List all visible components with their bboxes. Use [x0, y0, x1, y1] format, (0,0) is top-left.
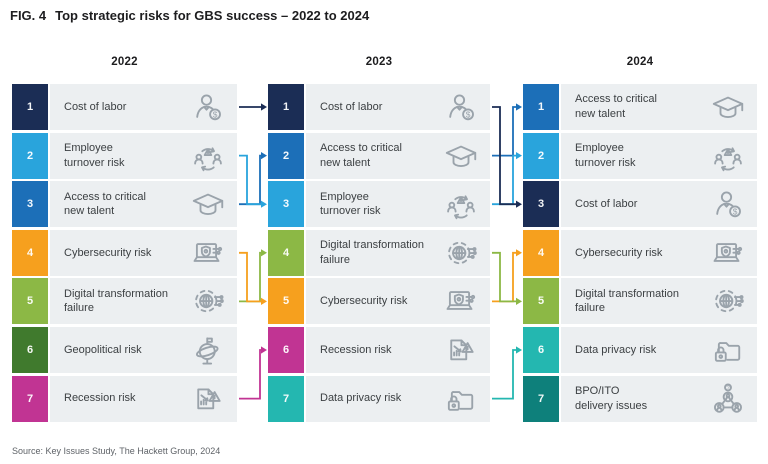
cost-of-labor-icon — [710, 186, 746, 222]
rank-badge: 5 — [268, 278, 304, 325]
risk-label: Access to critical new talent — [64, 190, 146, 218]
figure-title-text: Top strategic risks for GBS success – 20… — [55, 8, 370, 23]
digital-transformation-icon — [443, 235, 479, 271]
rank-badge: 6 — [12, 326, 48, 373]
rank-badge: 5 — [523, 278, 559, 325]
risk-label: Employee turnover risk — [575, 142, 636, 169]
rank-badge: 5 — [12, 278, 48, 325]
figure-label: FIG. 4 — [10, 8, 47, 23]
risk-row: 2 Access to critical new talent — [268, 132, 490, 179]
rank-badge: 4 — [268, 229, 304, 276]
risk-row: 7 Data privacy risk — [268, 375, 490, 422]
recession-chart-icon — [443, 332, 479, 368]
risk-label: Data privacy risk — [320, 392, 402, 405]
risk-row: 2 Employee turnover risk — [12, 132, 237, 179]
risk-rank-grid: 2022 1 Cost of labor 2 Employee turnover… — [12, 55, 757, 424]
risk-row: 3 Access to critical new talent — [12, 181, 237, 228]
risk-row: 7 BPO/ITO delivery issues — [523, 375, 757, 422]
risk-label: BPO/ITO delivery issues — [575, 385, 648, 412]
data-privacy-lock-icon — [710, 332, 746, 368]
rank-badge: 6 — [523, 326, 559, 373]
risk-label: Employee turnover risk — [64, 142, 125, 169]
rank-badge: 2 — [12, 132, 48, 179]
column-2024: 2024 1 Access to critical new talent 2 E… — [523, 55, 757, 424]
cost-of-labor-icon — [190, 89, 226, 125]
employee-turnover-icon — [443, 186, 479, 222]
risk-row: 5 Digital transformation failure — [523, 278, 757, 325]
risk-label: Cost of labor — [575, 197, 638, 210]
graduation-cap-icon — [190, 186, 226, 222]
risk-label: Employee turnover risk — [320, 190, 381, 218]
risk-label: Cybersecurity risk — [320, 295, 408, 308]
cybersecurity-icon — [710, 235, 746, 271]
geopolitical-globe-icon — [190, 332, 226, 368]
risk-label: Data privacy risk — [575, 343, 657, 356]
rank-badge: 2 — [523, 132, 559, 179]
risk-row: 6 Geopolitical risk — [12, 326, 237, 373]
risk-label: Digital transformation failure — [64, 287, 168, 315]
rank-badge: 3 — [12, 181, 48, 228]
risk-row: 1 Cost of labor — [268, 84, 490, 130]
rank-badge: 3 — [523, 181, 559, 228]
employee-turnover-icon — [710, 138, 746, 174]
risk-row: 1 Cost of labor — [12, 84, 237, 130]
digital-transformation-icon — [190, 283, 226, 319]
graduation-cap-icon — [443, 138, 479, 174]
figure-title: FIG. 4 Top strategic risks for GBS succes… — [10, 8, 369, 23]
rank-badge: 7 — [12, 375, 48, 422]
rank-badge: 4 — [12, 229, 48, 276]
risk-row: 7 Recession risk — [12, 375, 237, 422]
risk-row: 3 Employee turnover risk — [268, 181, 490, 228]
risk-row: 5 Digital transformation failure — [12, 278, 237, 325]
rank-badge: 1 — [523, 84, 559, 130]
risk-row: 1 Access to critical new talent — [523, 84, 757, 130]
risk-label: Cost of labor — [64, 100, 127, 113]
risk-row: 5 Cybersecurity risk — [268, 278, 490, 325]
risk-row: 6 Recession risk — [268, 326, 490, 373]
risk-row: 6 Data privacy risk — [523, 326, 757, 373]
data-privacy-lock-icon — [443, 381, 479, 417]
rank-badge: 7 — [268, 375, 304, 422]
column-2022: 2022 1 Cost of labor 2 Employee turnover… — [12, 55, 237, 424]
risk-label: Cybersecurity risk — [575, 246, 663, 259]
risk-row: 2 Employee turnover risk — [523, 132, 757, 179]
source-note: Source: Key Issues Study, The Hackett Gr… — [12, 446, 221, 456]
risk-label: Digital transformation failure — [575, 287, 679, 315]
bpo-network-icon — [710, 381, 746, 417]
cost-of-labor-icon — [443, 89, 479, 125]
employee-turnover-icon — [190, 138, 226, 174]
cybersecurity-icon — [443, 283, 479, 319]
risk-row: 4 Cybersecurity risk — [12, 229, 237, 276]
year-header-2024: 2024 — [626, 56, 654, 68]
risk-label: Cybersecurity risk — [64, 246, 152, 259]
rank-badge: 7 — [523, 375, 559, 422]
risk-row: 3 Cost of labor — [523, 181, 757, 228]
risk-label: Cost of labor — [320, 100, 383, 113]
digital-transformation-icon — [710, 283, 746, 319]
risk-row: 4 Digital transformation failure — [268, 229, 490, 276]
cybersecurity-icon — [190, 235, 226, 271]
year-header-2023: 2023 — [365, 56, 393, 68]
rank-badge: 1 — [12, 84, 48, 130]
recession-chart-icon — [190, 381, 226, 417]
risk-row: 4 Cybersecurity risk — [523, 229, 757, 276]
risk-label: Access to critical new talent — [575, 93, 657, 120]
risk-label: Access to critical new talent — [320, 142, 402, 169]
rank-badge: 1 — [268, 84, 304, 130]
risk-label: Recession risk — [320, 343, 392, 356]
rank-badge: 3 — [268, 181, 304, 228]
graduation-cap-icon — [710, 89, 746, 125]
year-header-2022: 2022 — [111, 56, 138, 68]
rank-badge: 6 — [268, 326, 304, 373]
rank-badge: 2 — [268, 132, 304, 179]
risk-label: Geopolitical risk — [64, 343, 142, 356]
risk-label: Recession risk — [64, 392, 136, 405]
rank-badge: 4 — [523, 229, 559, 276]
column-2023: 2023 1 Cost of labor 2 Access to critica… — [268, 55, 490, 424]
risk-label: Digital transformation failure — [320, 239, 424, 266]
